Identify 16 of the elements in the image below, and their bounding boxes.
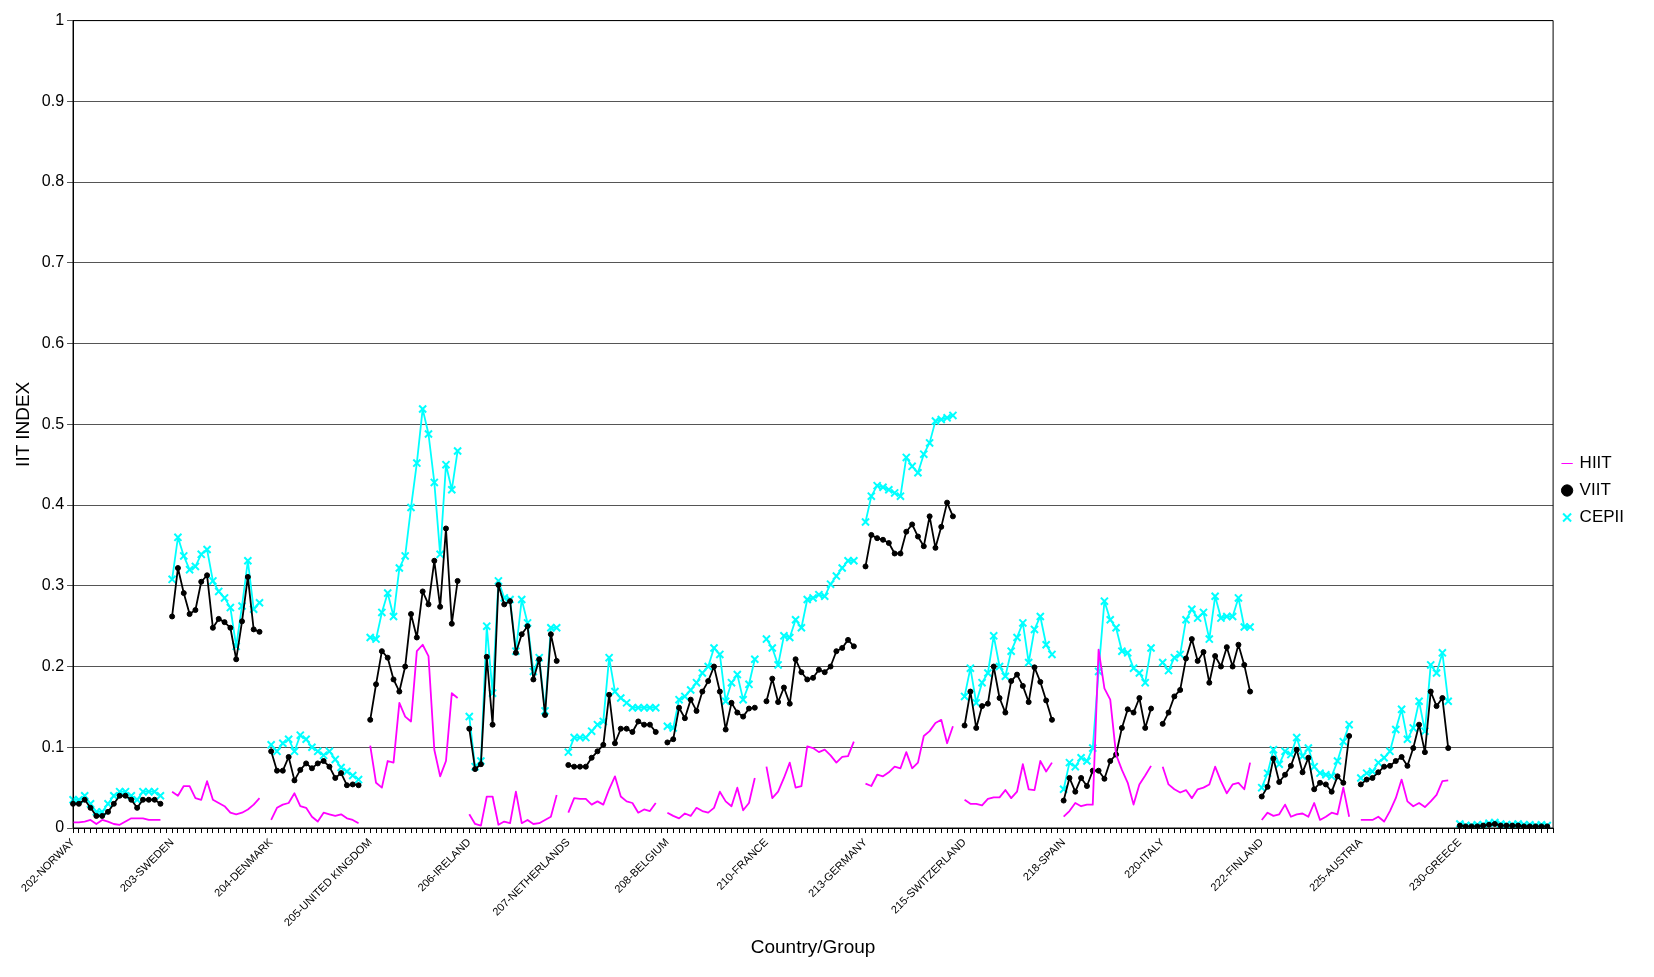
- y-tick-label: 0.5: [41, 414, 65, 432]
- y-tick-label: 0.3: [41, 576, 65, 594]
- y-tick-label: 1: [55, 11, 65, 29]
- x-axis-title: Country/Group: [750, 935, 876, 957]
- legend-label: HIIT: [1579, 453, 1612, 473]
- y-axis-title: IIT INDEX: [11, 381, 33, 467]
- legend-label: VIIT: [1579, 480, 1611, 500]
- y-tick-label: 0.8: [41, 172, 65, 190]
- y-tick-label: 0.7: [41, 253, 65, 271]
- y-tick-label: 0.6: [41, 333, 65, 351]
- y-tick-label: 0: [55, 818, 65, 836]
- legend-label: CEPII: [1579, 507, 1625, 527]
- y-tick-label: 0.2: [41, 656, 65, 674]
- y-tick-label: 0.9: [41, 91, 65, 109]
- y-tick-label: 0.1: [41, 737, 65, 755]
- y-tick-label: 0.4: [41, 495, 65, 513]
